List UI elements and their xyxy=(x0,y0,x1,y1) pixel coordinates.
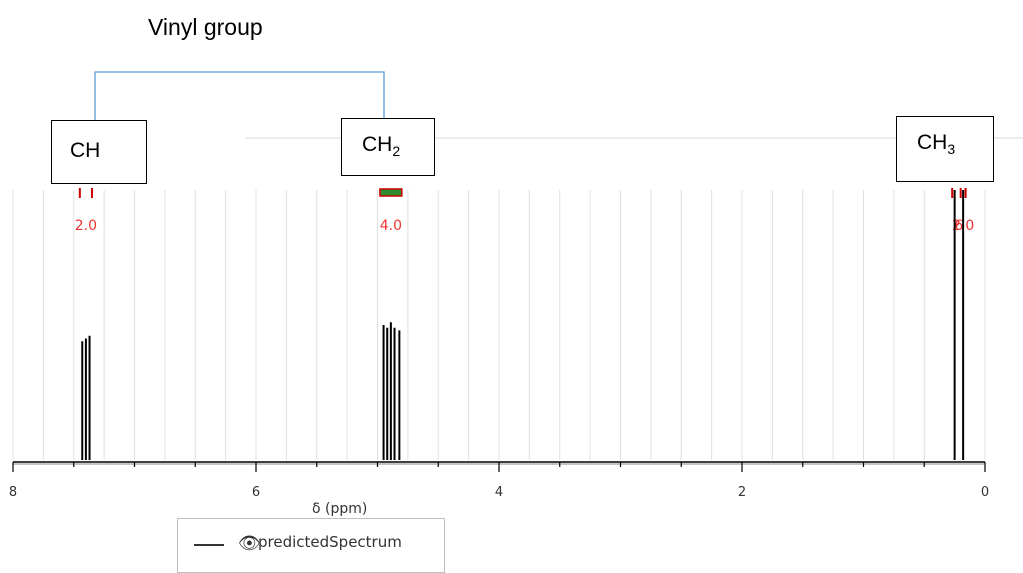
spectrum-peaks xyxy=(81,190,965,460)
ch3-label-box: CH3 xyxy=(896,116,994,182)
grid-lines xyxy=(12,190,986,460)
integration-marks: 2.04.062.0 xyxy=(75,188,974,234)
x-axis-label: δ (ppm) xyxy=(312,501,367,517)
vinyl-group-label: Vinyl group xyxy=(148,14,263,40)
x-tick-label: 4 xyxy=(495,485,503,500)
integration-value: 4.0 xyxy=(380,218,402,234)
x-tick-label: 6 xyxy=(252,485,260,500)
integration-value: 6 xyxy=(954,218,963,234)
vinyl-bracket xyxy=(94,71,385,120)
x-tick-label: 0 xyxy=(981,485,989,500)
integration-bar xyxy=(379,188,403,197)
ch3-label: CH3 xyxy=(917,131,956,158)
integration-value: 2.0 xyxy=(75,218,97,234)
x-axis-ticks: 8 6 4 2 0 xyxy=(9,462,989,500)
ch2-label: CH2 xyxy=(362,133,401,160)
ch-label: CH xyxy=(70,139,101,162)
x-tick-label: 2 xyxy=(738,485,746,500)
ch-label-box: CH xyxy=(51,120,147,184)
x-tick-label: 8 xyxy=(9,485,17,500)
legend-series-label: predictedSpectrum xyxy=(258,533,402,551)
ch2-label-box: CH2 xyxy=(341,118,435,176)
legend: 👁 predictedSpectrum xyxy=(177,518,445,573)
legend-line-swatch xyxy=(194,544,224,546)
eye-icon[interactable]: 👁 xyxy=(238,533,261,553)
